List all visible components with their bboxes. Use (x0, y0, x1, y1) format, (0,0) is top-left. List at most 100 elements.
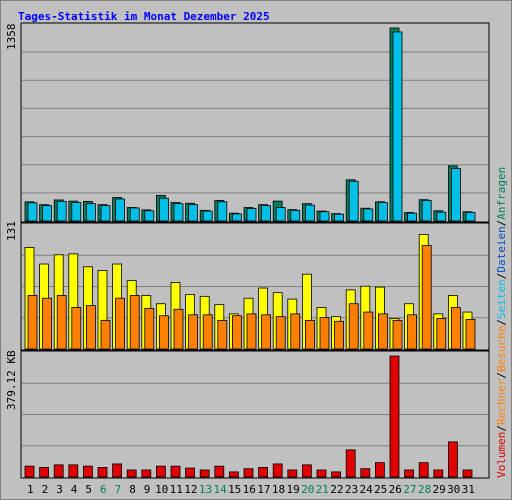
pages-max-label: 131 (5, 221, 18, 241)
files-bar (158, 197, 169, 222)
volume-bar (83, 465, 93, 478)
volume-bar (126, 469, 137, 478)
volume-bar (214, 465, 225, 478)
volume-bar (39, 467, 49, 478)
day-label: 27 (403, 483, 416, 496)
day-label: 14 (213, 483, 227, 496)
volume-bar (272, 463, 283, 478)
day-label: 24 (359, 483, 373, 496)
day-labels: 1 2 3 4 5 6 7 8 9 10 11 12 13 14 15 16 17 18 19 20 21 22 23 24 2… (27, 483, 475, 496)
visits-bar (173, 308, 184, 350)
volume-bar (97, 467, 108, 478)
day-label: 25 (374, 483, 387, 496)
visits-bar (129, 295, 140, 350)
legend-separator: / (495, 319, 508, 326)
day-label: 11 (170, 483, 183, 496)
visits-bar (407, 314, 418, 350)
volume-bar (258, 467, 269, 478)
legend-separator: / (495, 220, 508, 227)
visits-bar (188, 314, 199, 350)
volume-bar (345, 449, 356, 478)
day-label: 12 (184, 483, 197, 496)
day-label: 30 (447, 483, 460, 496)
files-bar (86, 203, 96, 222)
volume-bar (462, 469, 473, 478)
day-label: 1 (27, 483, 34, 496)
day-label: 13 (199, 483, 212, 496)
volume-bar (433, 469, 444, 478)
volume-bar (112, 463, 122, 478)
visits-bar (86, 305, 96, 350)
volume-bar (170, 465, 181, 478)
legend-requests: Anfragen (495, 167, 508, 220)
visits-bar (158, 315, 169, 350)
visits-bar (465, 319, 476, 350)
visits-bar (421, 245, 432, 350)
volume-bar (53, 464, 64, 478)
volume-bar (404, 469, 415, 478)
day-label: 10 (155, 483, 168, 496)
day-label: 29 (432, 483, 445, 496)
files-bar (421, 199, 432, 222)
volume-bar (185, 467, 196, 478)
visits-bar (217, 319, 228, 350)
visits-bar (246, 313, 257, 350)
legend-visits: Besuche (495, 326, 508, 372)
files-bar (465, 212, 476, 222)
visits-bar (27, 295, 38, 350)
files-bar (363, 208, 374, 222)
volume-grid (22, 382, 488, 447)
visits-bar (304, 319, 315, 350)
files-bar (261, 205, 272, 222)
files-bar (115, 198, 125, 222)
volume-bar (287, 469, 298, 478)
pages-visits-bars (24, 234, 476, 350)
visits-bar (450, 307, 461, 350)
legend-files: Dateien (495, 226, 508, 272)
files-bar (304, 204, 315, 222)
files-bar (334, 213, 345, 222)
visits-bar (348, 303, 359, 350)
day-label: 6 (100, 483, 107, 496)
legend-separator: / (495, 273, 508, 280)
visits-bar (392, 319, 403, 350)
visits-bar (363, 311, 374, 350)
files-bar (450, 168, 461, 222)
visits-bar (275, 316, 286, 350)
legend-separator: / (495, 372, 508, 379)
files-bar (319, 211, 330, 222)
files-bar (56, 200, 67, 222)
files-bar (71, 202, 82, 222)
volume-bar (24, 465, 35, 478)
volume-bar (316, 469, 327, 478)
requests-files-panel (20, 22, 490, 223)
day-label: 4 (71, 483, 78, 496)
day-label: 2 (42, 483, 49, 496)
files-bar (348, 180, 359, 222)
volume-bar (301, 464, 312, 478)
files-bar (246, 208, 257, 222)
day-label: 18 (272, 483, 285, 496)
day-label: 23 (345, 483, 358, 496)
day-label: 26 (389, 483, 402, 496)
files-bar (290, 209, 301, 222)
day-label: 31 (462, 483, 475, 496)
day-label: 17 (257, 483, 270, 496)
requests-files-bars (24, 27, 476, 222)
visits-bar (377, 313, 388, 350)
files-bar (217, 201, 228, 222)
volume-bar (374, 462, 385, 478)
files-bar (202, 210, 213, 222)
volume-bar (68, 464, 79, 478)
files-bar (144, 210, 155, 222)
visits-bar (100, 319, 111, 350)
visits-bar (334, 320, 345, 350)
legend-separator: / (495, 425, 508, 432)
day-label: 19 (286, 483, 299, 496)
files-bar (173, 203, 184, 222)
volume-bar (155, 465, 166, 478)
visits-bar (261, 314, 272, 350)
volume-bar (199, 469, 210, 478)
day-label: 21 (316, 483, 329, 496)
files-bar (188, 204, 199, 222)
